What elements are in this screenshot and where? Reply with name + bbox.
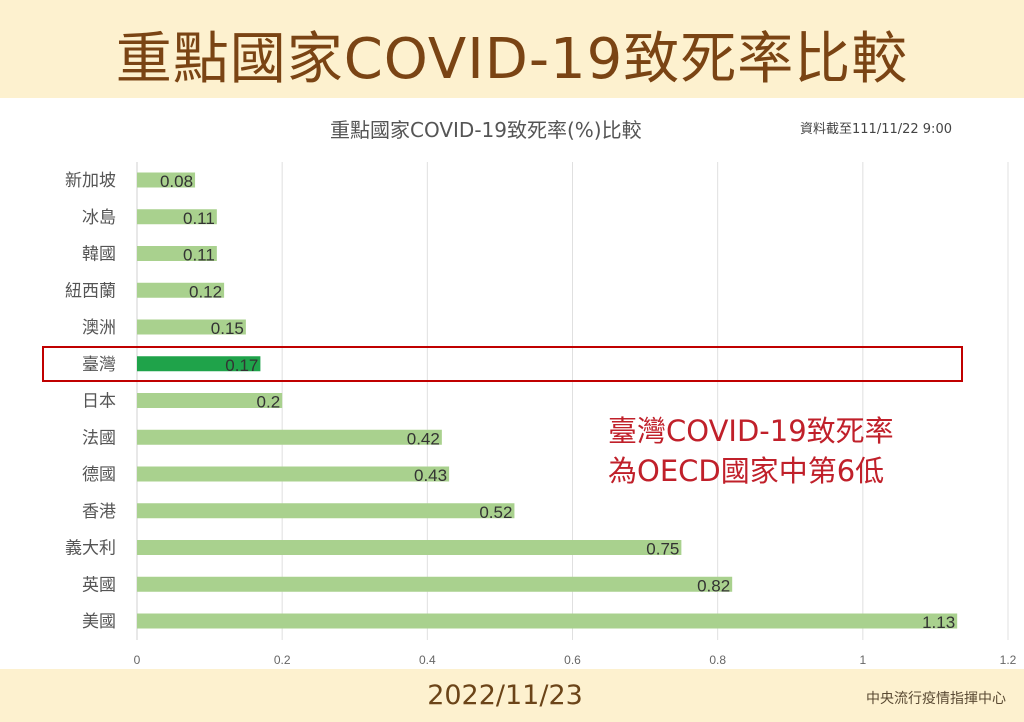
bar-冰島	[137, 209, 217, 225]
bar-臺灣	[137, 356, 261, 372]
bar-法國	[137, 429, 442, 445]
footer-date: 2022/11/23	[427, 680, 583, 711]
x-tick-label: 0.6	[564, 653, 581, 667]
data-label: 0.11	[183, 246, 215, 265]
category-label: 德國	[82, 465, 116, 485]
category-label: 冰島	[82, 208, 116, 228]
bar-韓國	[137, 246, 217, 261]
category-label: 新加坡	[65, 171, 116, 191]
bar-英國	[137, 576, 733, 592]
data-label: 0.2	[257, 393, 281, 412]
bar-香港	[137, 503, 515, 519]
data-label: 0.08	[160, 172, 193, 191]
data-label: 0.17	[225, 356, 258, 375]
chart-title: 重點國家COVID-19致死率(%)比較	[330, 118, 642, 142]
data-label: 0.15	[211, 319, 244, 338]
x-tick-label: 0.2	[274, 653, 291, 667]
x-tick-label: 0.4	[419, 653, 436, 667]
header-band	[0, 0, 1024, 98]
bar-德國	[137, 466, 450, 482]
bar-美國	[137, 613, 958, 629]
data-as-of: 資料截至111/11/22 9:00	[800, 122, 952, 137]
data-label: 0.52	[479, 503, 512, 522]
x-tick-label: 0.8	[709, 653, 726, 667]
data-label: 0.42	[407, 429, 440, 448]
category-label: 紐西蘭	[65, 281, 116, 301]
x-tick-label: 0	[134, 653, 141, 667]
category-label: 香港	[82, 502, 116, 522]
highlight-box	[42, 346, 963, 382]
bar-義大利	[137, 540, 682, 555]
category-label: 澳洲	[82, 318, 116, 338]
page-title: 重點國家COVID-19致死率比較	[115, 27, 909, 92]
bar-日本	[137, 393, 283, 408]
category-label: 日本	[82, 392, 116, 412]
annotation-line2: 為OECD國家中第6低	[608, 454, 885, 488]
footer-band	[0, 669, 1024, 722]
footer-org: 中央流行疫情指揮中心	[866, 691, 1006, 707]
data-label: 0.82	[697, 576, 730, 595]
bar-紐西蘭	[137, 282, 225, 298]
category-label: 美國	[82, 612, 116, 632]
bar-新加坡	[137, 172, 196, 188]
category-label: 法國	[82, 428, 116, 448]
category-label: 英國	[82, 575, 116, 595]
category-label: 臺灣	[82, 355, 116, 375]
data-label: 0.43	[414, 466, 447, 485]
data-label: 0.75	[646, 540, 679, 559]
category-label: 義大利	[65, 539, 116, 559]
data-label: 0.12	[189, 282, 222, 301]
data-label: 0.11	[183, 209, 215, 228]
x-tick-label: 1	[859, 653, 866, 667]
data-label: 1.13	[922, 613, 955, 632]
annotation-line1: 臺灣COVID-19致死率	[608, 414, 894, 448]
x-tick-label: 1.2	[1000, 653, 1017, 667]
category-label: 韓國	[82, 245, 116, 265]
bar-澳洲	[137, 319, 246, 335]
